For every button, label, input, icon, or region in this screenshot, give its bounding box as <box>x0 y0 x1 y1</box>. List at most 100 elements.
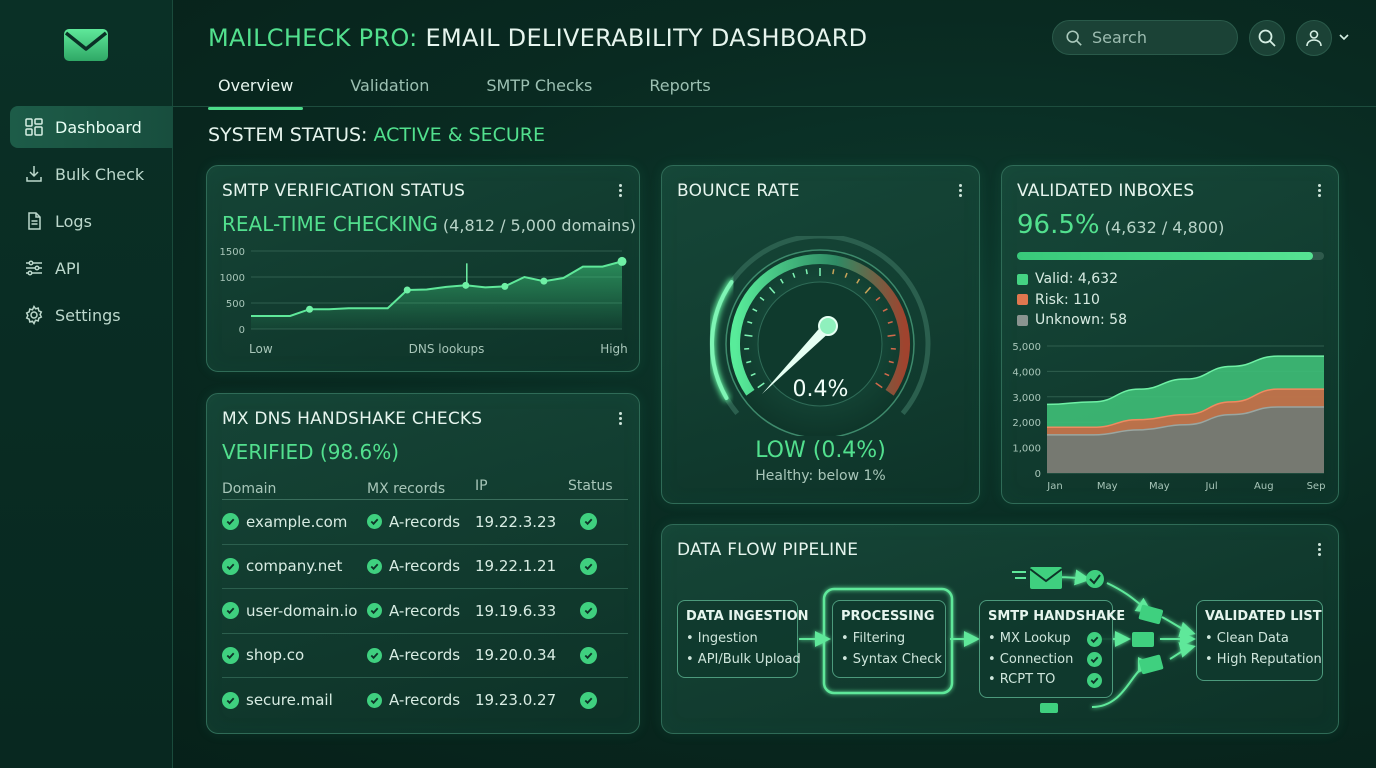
area-line-risk <box>1047 388 1324 429</box>
gauge-tick <box>792 272 796 278</box>
gauge-hub <box>818 316 838 336</box>
gauge-inner <box>757 281 883 407</box>
bounce-rate-card: BOUNCE RATE 0.4% LOW (0.4%) Healthy: bel… <box>661 165 980 504</box>
y-tick-label: 1,000 <box>1012 444 1041 455</box>
y-tick-label: 5,000 <box>1012 342 1041 353</box>
table-row[interactable]: user-domain.io A-records 19.19.6.33 <box>222 589 628 634</box>
table-row[interactable]: company.net A-records 19.22.1.21 <box>222 545 628 589</box>
sidebar-item-logs[interactable]: Logs <box>10 200 173 242</box>
more-options-icon[interactable] <box>1316 182 1322 200</box>
smtp-line-chart: 1500 1000 500 0 Low DNS lookups High <box>220 247 628 356</box>
y-tick-label: 1500 <box>220 247 245 258</box>
ip-cell: 19.19.6.33 <box>475 601 557 620</box>
validated-inboxes-card: VALIDATED INBOXES 96.5% (4,632 / 4,800) … <box>1001 165 1339 504</box>
system-status: SYSTEM STATUS: ACTIVE & SECURE <box>208 124 545 146</box>
x-tick-label: Low <box>249 342 273 356</box>
table-row[interactable]: shop.co A-records 19.20.0.34 <box>222 634 628 678</box>
download-icon <box>26 166 42 182</box>
gauge-tick <box>744 334 753 337</box>
document-icon <box>28 212 41 230</box>
column-header-domain: Domain <box>222 480 277 497</box>
data-point <box>617 256 627 266</box>
search-icon <box>1066 29 1082 46</box>
sidebar-item-label: API <box>55 258 81 278</box>
search-input[interactable] <box>1092 28 1222 47</box>
column-header-ip: IP <box>475 478 488 494</box>
card-title: BOUNCE RATE <box>677 181 800 201</box>
domain-cell: company.net <box>222 557 367 575</box>
status-check-icon <box>580 646 597 664</box>
sidebar-item-api[interactable]: API <box>10 247 173 289</box>
progress-fill <box>1017 252 1314 260</box>
ip-cell: 19.20.0.34 <box>475 646 557 665</box>
mx-cell: A-records <box>367 557 475 575</box>
x-tick-label: DNS lookups <box>409 342 485 356</box>
check-icon <box>367 514 382 530</box>
status-check-icon <box>580 557 597 575</box>
gauge-tick <box>864 286 872 294</box>
gauge-scale-arc <box>730 254 910 396</box>
card-title: MX DNS HANDSHAKE CHECKS <box>222 409 483 429</box>
sidebar-item-bulk-check[interactable]: Bulk Check <box>10 153 173 195</box>
gauge-tick <box>750 372 756 377</box>
inboxes-headline: 96.5% (4,632 / 4,800) <box>1017 210 1225 240</box>
email-glyphs <box>1012 567 1164 713</box>
y-tick-label: 3,000 <box>1012 393 1041 404</box>
pipeline-stage-smtp-handshake[interactable]: SMTP HANDSHAKE • MX Lookup • Connection … <box>979 600 1125 698</box>
data-point <box>306 305 314 313</box>
tab-reports[interactable]: Reports <box>649 76 711 95</box>
data-point <box>462 281 470 289</box>
status-cell <box>568 646 628 664</box>
column-header-mx: MX records <box>367 480 446 497</box>
check-icon <box>1087 652 1102 668</box>
pipeline-connectors <box>799 567 1196 713</box>
tab-bar: Overview Validation SMTP Checks Reports <box>208 66 758 110</box>
sidebar-item-label: Logs <box>55 211 92 231</box>
gauge-tick <box>805 269 808 275</box>
column-header-status: Status <box>568 478 613 494</box>
gauge-needle <box>762 323 832 394</box>
more-options-icon[interactable] <box>957 182 963 200</box>
chevron-down-icon[interactable] <box>1338 32 1350 42</box>
bounce-note: Healthy: below 1% <box>755 468 886 484</box>
gauge-tick <box>779 278 784 284</box>
x-tick-label: May <box>1097 481 1118 492</box>
data-point <box>540 277 548 285</box>
user-avatar-button[interactable] <box>1296 20 1332 56</box>
gauge-tick <box>884 372 890 377</box>
legend-item-valid: Valid: 4,632 <box>1017 269 1127 290</box>
pipeline-stage-validated-list[interactable]: VALIDATED LIST • Clean Data • High Reput… <box>1196 600 1323 681</box>
sidebar-item-settings[interactable]: Settings <box>10 294 173 336</box>
pipeline-stage-processing[interactable]: PROCESSING • Filtering • Syntax Check <box>832 600 946 678</box>
check-icon <box>367 603 382 619</box>
mx-headline: VERIFIED (98.6%) <box>222 440 400 464</box>
mx-cell: A-records <box>367 513 475 531</box>
tab-validation[interactable]: Validation <box>350 76 430 95</box>
table-row[interactable]: secure.mail A-records 19.23.0.27 <box>222 678 628 723</box>
sidebar-item-dashboard[interactable]: Dashboard <box>10 106 173 148</box>
gauge-tick <box>768 286 776 294</box>
tab-smtp-checks[interactable]: SMTP Checks <box>486 76 593 95</box>
card-title: SMTP VERIFICATION STATUS <box>222 181 466 201</box>
tab-overview[interactable]: Overview <box>208 66 304 110</box>
more-options-icon[interactable] <box>617 410 623 428</box>
more-options-icon[interactable] <box>617 182 623 200</box>
ip-cell: 19.22.1.21 <box>475 557 557 576</box>
check-icon <box>367 692 382 708</box>
search-button[interactable] <box>1249 20 1285 56</box>
y-tick-label: 2,000 <box>1012 418 1041 429</box>
gauge-tick <box>757 382 765 389</box>
sidebar: Dashboard Bulk Check Logs API Settings <box>0 0 173 768</box>
pipeline-stage-ingestion[interactable]: DATA INGESTION • Ingestion • API/Bulk Up… <box>677 600 809 678</box>
gauge-tick <box>887 320 893 324</box>
header: MAILCHECK PRO: EMAIL DELIVERABILITY DASH… <box>173 0 1376 110</box>
envelope-icon[interactable] <box>62 25 110 65</box>
y-tick-label: 0 <box>239 325 245 336</box>
x-tick-label: High <box>600 342 628 356</box>
table-row[interactable]: example.com A-records 19.22.3.23 <box>222 500 628 545</box>
check-icon <box>222 602 239 620</box>
area-line-valid <box>1046 355 1324 406</box>
more-options-icon[interactable] <box>1316 541 1322 559</box>
inboxes-legend: Valid: 4,632 Risk: 110 Unknown: 58 <box>1017 269 1127 331</box>
line-area <box>251 261 622 329</box>
